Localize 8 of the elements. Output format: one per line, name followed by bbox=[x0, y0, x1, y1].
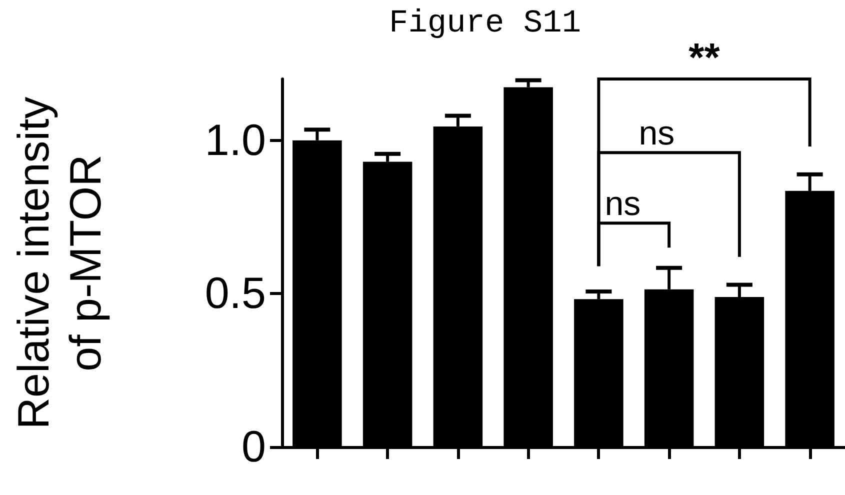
y-tick-label: 0.5 bbox=[204, 269, 266, 318]
y-tick-label: 0 bbox=[242, 422, 266, 472]
annotation: ** bbox=[688, 36, 720, 80]
chart-title: Figure S11 bbox=[388, 4, 582, 42]
y-axis-title: Relative intensity of p-MTOR bbox=[10, 96, 110, 430]
y-tick-label: 1.0 bbox=[204, 116, 266, 165]
annotation: ns bbox=[638, 114, 675, 153]
annotation: ns bbox=[604, 185, 641, 224]
